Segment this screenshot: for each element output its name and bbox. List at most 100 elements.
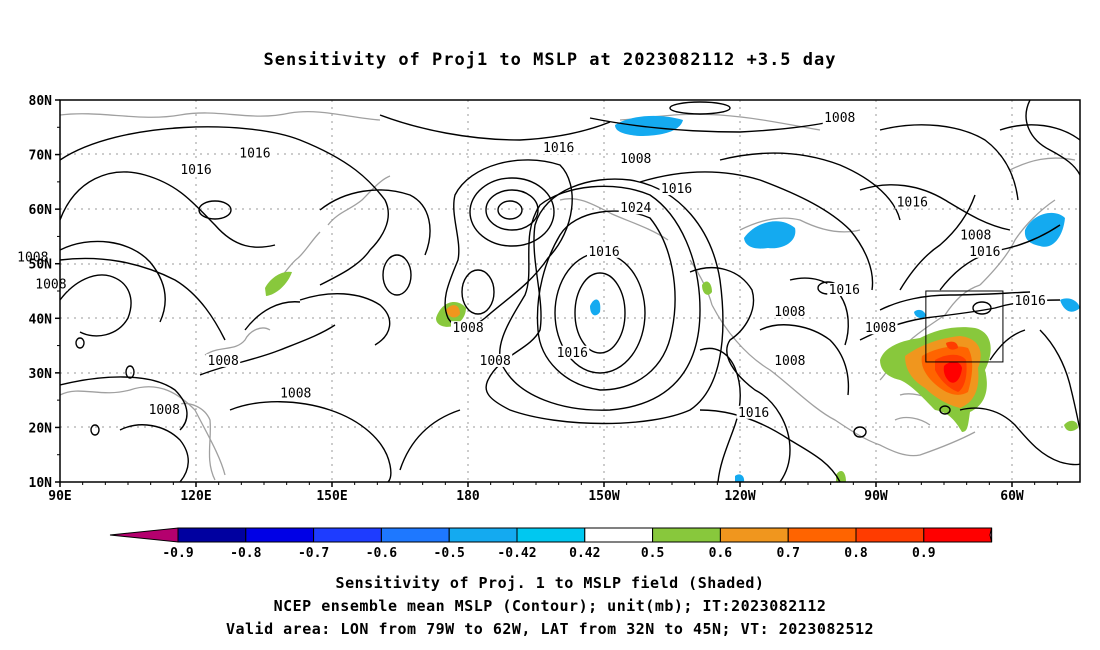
contour-label-bg xyxy=(863,321,898,335)
colorbar-segment xyxy=(177,527,247,543)
contour-label: 1016 xyxy=(829,283,860,298)
contour-label: 1008 xyxy=(452,321,483,336)
contour-label: 1008 xyxy=(774,354,805,369)
colorbar: -0.9 -0.8 -0.7 -0.6 -0.5 -0.42 0.42 0.5 0.6 0.7 0.… xyxy=(109,527,993,561)
lat-tick-label: 40N xyxy=(29,312,53,327)
lon-tick-label: 90E xyxy=(48,489,71,504)
contour-label: 1008 xyxy=(208,354,239,369)
lon-tick-label: 150W xyxy=(588,489,619,504)
colorbar-label: -0.7 xyxy=(298,546,329,561)
contour-label-bg xyxy=(772,304,807,318)
contour-label-bg xyxy=(587,244,621,258)
lon-tick-label: 180 xyxy=(456,489,480,504)
latitude-axis: 80N 70N 60N 50N 40N 30N 20N 10N xyxy=(29,94,60,491)
colorbar-label: 0.42 xyxy=(569,546,600,561)
colorbar-label: 0.7 xyxy=(776,546,799,561)
lat-tick-label: 60N xyxy=(29,203,53,218)
colorbar-segment xyxy=(245,527,315,543)
lat-tick-label: 50N xyxy=(29,258,53,273)
contour-label-bg xyxy=(895,195,930,209)
lat-tick-label: 70N xyxy=(29,149,53,164)
contour-label-bg xyxy=(659,182,694,196)
contour-label: 1008 xyxy=(280,387,311,402)
colorbar-label: -0.5 xyxy=(434,546,465,561)
contour-label-bg xyxy=(278,386,313,400)
contour-label: 1008 xyxy=(960,228,991,243)
contour-label: 1008 xyxy=(17,250,48,265)
colorbar-label: -0.9 xyxy=(162,546,193,561)
graticule xyxy=(60,100,1080,482)
colorbar-segment xyxy=(855,527,925,543)
contour-label: 1016 xyxy=(738,406,769,421)
contour-label-bg xyxy=(736,405,771,419)
colorbar-left-arrow xyxy=(109,527,179,543)
colorbar-label: -0.6 xyxy=(366,546,397,561)
colorbar-segment xyxy=(719,527,789,543)
colorbar-label: 0.9 xyxy=(912,546,935,561)
contour-label-bg xyxy=(541,141,576,155)
colorbar-segment xyxy=(923,527,993,543)
contour-label: 1016 xyxy=(661,182,692,197)
longitude-axis: 90E 120E 150E 180 150W 120W 90W 60W xyxy=(48,482,1058,504)
colorbar-label: -0.42 xyxy=(497,546,536,561)
contour-label-bg xyxy=(206,353,241,367)
colorbar-label: 0.6 xyxy=(709,546,733,561)
contour-label: 1016 xyxy=(239,147,270,162)
lon-tick-label: 150E xyxy=(316,489,347,504)
contour-labels: 1016 1016 1016 1008 1008 1024 1016 1008 1016 1016… xyxy=(15,111,1048,421)
lon-tick-label: 90W xyxy=(864,489,888,504)
lon-tick-label: 120W xyxy=(724,489,755,504)
lon-tick-label: 60W xyxy=(1000,489,1024,504)
contour-label: 1024 xyxy=(620,201,651,216)
contour-label: 1008 xyxy=(35,278,66,293)
caption-line-1: Sensitivity of Proj. 1 to MSLP field (Sh… xyxy=(335,574,765,592)
contour-label-bg xyxy=(237,146,272,160)
contour-label-bg xyxy=(618,201,653,215)
contour-label-bg xyxy=(967,244,1002,258)
valid-area-box xyxy=(925,290,1004,363)
contour-label-bg xyxy=(15,250,50,264)
caption-line-3: Valid area: LON from 79W to 62W, LAT fro… xyxy=(225,620,875,638)
colorbar-segment xyxy=(313,527,382,543)
contour-label-bg xyxy=(147,403,182,417)
colorbar-segment xyxy=(787,527,857,543)
contour-label: 1016 xyxy=(588,245,619,260)
contour-label: 1008 xyxy=(774,305,805,320)
contour-label: 1008 xyxy=(824,111,855,126)
contour-label: 1016 xyxy=(180,163,211,178)
contour-label-bg xyxy=(822,111,857,125)
sensitivity-shading xyxy=(265,115,1080,482)
colorbar-label: 0.8 xyxy=(844,546,868,561)
lon-tick-label: 120E xyxy=(180,489,211,504)
contour-label-bg xyxy=(958,228,993,242)
contour-label-bg xyxy=(772,353,807,367)
contour-label: 1016 xyxy=(969,245,1000,260)
contour-label-bg xyxy=(179,162,213,176)
colorbar-segment xyxy=(516,527,586,543)
contour-label: 1016 xyxy=(543,141,574,156)
contour-label: 1016 xyxy=(897,196,928,211)
colorbar-segment xyxy=(584,527,654,543)
lat-tick-label: 20N xyxy=(29,421,53,436)
contour-label: 1008 xyxy=(620,152,651,167)
lat-tick-label: 30N xyxy=(29,367,53,382)
lat-tick-label: 80N xyxy=(29,94,53,109)
contour-label: 1016 xyxy=(1014,294,1045,309)
colorbar-label: 0.5 xyxy=(641,546,664,561)
colorbar-segment xyxy=(380,527,450,543)
lat-tick-label: 10N xyxy=(29,476,53,491)
colorbar-label: -0.8 xyxy=(230,546,261,561)
contour-label-bg xyxy=(618,152,653,166)
contour-label-bg xyxy=(478,353,513,367)
contour-label: 1016 xyxy=(557,346,588,361)
colorbar-segment xyxy=(652,527,721,543)
contour-label: 1008 xyxy=(149,403,180,418)
contour-label-bg xyxy=(555,345,590,359)
chart-title: Sensitivity of Proj1 to MSLP at 20230821… xyxy=(263,50,837,70)
colorbar-right-arrow xyxy=(989,527,993,543)
contour-label-bg xyxy=(827,283,862,296)
caption-line-2: NCEP ensemble mean MSLP (Contour); unit(… xyxy=(273,597,827,615)
contour-label-bg xyxy=(1013,293,1048,307)
contour-label: 1008 xyxy=(480,354,511,369)
